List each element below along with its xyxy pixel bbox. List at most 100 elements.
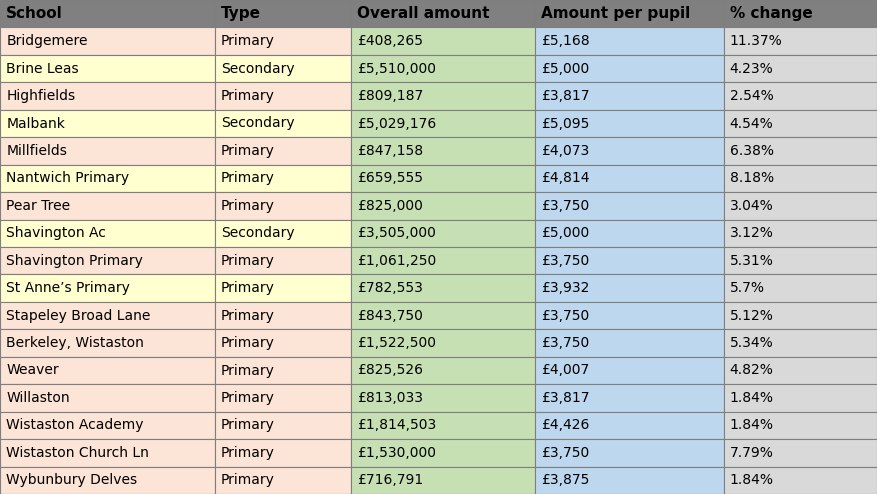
Text: £5,510,000: £5,510,000 xyxy=(357,62,436,76)
Text: 3.12%: 3.12% xyxy=(730,226,774,240)
Text: 5.31%: 5.31% xyxy=(730,254,774,268)
Text: 7.79%: 7.79% xyxy=(730,446,774,460)
Text: 1.84%: 1.84% xyxy=(730,418,774,432)
Text: £5,000: £5,000 xyxy=(541,62,589,76)
Text: Primary: Primary xyxy=(221,309,275,323)
Bar xyxy=(724,384,877,412)
Text: St Anne’s Primary: St Anne’s Primary xyxy=(6,281,130,295)
Text: Primary: Primary xyxy=(221,34,275,48)
Text: Berkeley, Wistaston: Berkeley, Wistaston xyxy=(6,336,144,350)
Text: £3,875: £3,875 xyxy=(541,473,589,487)
Bar xyxy=(351,192,535,219)
Text: £3,505,000: £3,505,000 xyxy=(357,226,436,240)
Bar xyxy=(215,412,351,439)
Text: Primary: Primary xyxy=(221,418,275,432)
Text: £3,817: £3,817 xyxy=(541,391,589,405)
Text: Primary: Primary xyxy=(221,473,275,487)
Bar xyxy=(351,329,535,357)
Bar xyxy=(351,165,535,192)
Bar xyxy=(535,55,724,82)
Text: Weaver: Weaver xyxy=(6,364,59,377)
Text: £716,791: £716,791 xyxy=(357,473,424,487)
Text: 2.54%: 2.54% xyxy=(730,89,774,103)
Text: £5,095: £5,095 xyxy=(541,117,589,130)
Bar xyxy=(535,412,724,439)
Bar xyxy=(0,302,215,329)
Text: £5,168: £5,168 xyxy=(541,34,589,48)
Text: Pear Tree: Pear Tree xyxy=(6,199,70,213)
Text: Nantwich Primary: Nantwich Primary xyxy=(6,171,129,185)
Bar xyxy=(351,28,535,55)
Text: £847,158: £847,158 xyxy=(357,144,423,158)
Bar xyxy=(351,275,535,302)
Text: Primary: Primary xyxy=(221,254,275,268)
Bar xyxy=(215,329,351,357)
Bar xyxy=(535,219,724,247)
Text: 5.12%: 5.12% xyxy=(730,309,774,323)
Text: £3,750: £3,750 xyxy=(541,254,589,268)
Text: £3,750: £3,750 xyxy=(541,446,589,460)
Text: Shavington Primary: Shavington Primary xyxy=(6,254,143,268)
Text: Primary: Primary xyxy=(221,391,275,405)
Text: 3.04%: 3.04% xyxy=(730,199,774,213)
Text: Brine Leas: Brine Leas xyxy=(6,62,79,76)
Bar xyxy=(724,0,877,28)
Bar xyxy=(351,357,535,384)
Bar xyxy=(0,384,215,412)
Bar xyxy=(0,219,215,247)
Bar xyxy=(535,110,724,137)
Bar xyxy=(0,192,215,219)
Bar xyxy=(535,439,724,466)
Text: £825,526: £825,526 xyxy=(357,364,423,377)
Bar xyxy=(351,219,535,247)
Bar xyxy=(535,165,724,192)
Bar xyxy=(724,329,877,357)
Text: Primary: Primary xyxy=(221,144,275,158)
Bar xyxy=(0,412,215,439)
Text: £782,553: £782,553 xyxy=(357,281,423,295)
Text: £3,817: £3,817 xyxy=(541,89,589,103)
Text: 11.37%: 11.37% xyxy=(730,34,782,48)
Bar xyxy=(0,466,215,494)
Bar xyxy=(215,439,351,466)
Text: Bridgemere: Bridgemere xyxy=(6,34,88,48)
Bar xyxy=(724,275,877,302)
Text: £825,000: £825,000 xyxy=(357,199,423,213)
Text: Stapeley Broad Lane: Stapeley Broad Lane xyxy=(6,309,151,323)
Bar xyxy=(215,275,351,302)
Text: Highfields: Highfields xyxy=(6,89,75,103)
Bar xyxy=(535,192,724,219)
Bar xyxy=(724,55,877,82)
Bar xyxy=(0,110,215,137)
Text: £809,187: £809,187 xyxy=(357,89,424,103)
Text: % change: % change xyxy=(730,6,812,21)
Bar xyxy=(215,165,351,192)
Bar xyxy=(351,247,535,275)
Text: £4,007: £4,007 xyxy=(541,364,589,377)
Bar xyxy=(535,466,724,494)
Text: Secondary: Secondary xyxy=(221,117,295,130)
Bar xyxy=(351,137,535,165)
Text: £1,061,250: £1,061,250 xyxy=(357,254,436,268)
Text: Primary: Primary xyxy=(221,171,275,185)
Text: Type: Type xyxy=(221,6,261,21)
Text: Millfields: Millfields xyxy=(6,144,67,158)
Text: Primary: Primary xyxy=(221,364,275,377)
Text: £4,073: £4,073 xyxy=(541,144,589,158)
Text: Amount per pupil: Amount per pupil xyxy=(541,6,690,21)
Bar xyxy=(724,466,877,494)
Bar xyxy=(215,28,351,55)
Bar xyxy=(215,137,351,165)
Bar xyxy=(351,82,535,110)
Text: 4.23%: 4.23% xyxy=(730,62,774,76)
Bar xyxy=(724,165,877,192)
Text: Willaston: Willaston xyxy=(6,391,70,405)
Bar xyxy=(0,439,215,466)
Text: £843,750: £843,750 xyxy=(357,309,423,323)
Text: Malbank: Malbank xyxy=(6,117,65,130)
Text: School: School xyxy=(6,6,63,21)
Text: 4.54%: 4.54% xyxy=(730,117,774,130)
Bar xyxy=(535,357,724,384)
Bar xyxy=(351,0,535,28)
Bar xyxy=(215,219,351,247)
